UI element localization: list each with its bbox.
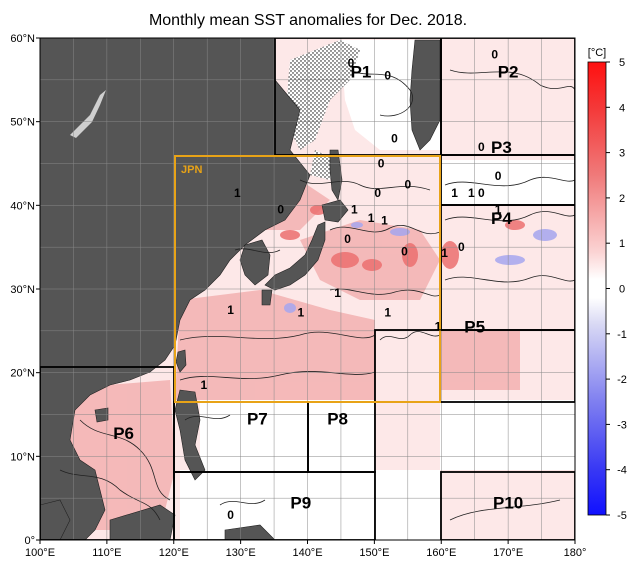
inland-lake	[70, 90, 106, 138]
region-labels: P1 P2 P3 P4 P5 P6 P7 P8 P9 P10	[113, 62, 523, 512]
contour-value-label: 1	[334, 286, 341, 300]
region-label-p6: P6	[113, 424, 134, 443]
region-label-p10: P10	[493, 493, 523, 512]
colorbar-tick-label: 2	[619, 193, 625, 205]
lon-tick-label: 100°E	[25, 547, 55, 559]
lon-tick-label: 120°E	[159, 547, 189, 559]
region-label-p8: P8	[327, 410, 348, 429]
contour-value-label: 0	[404, 177, 411, 191]
contour-value-label: 1	[435, 320, 442, 334]
region-label-p5: P5	[464, 318, 485, 337]
colorbar-tick-label: 4	[619, 102, 625, 114]
colorbar-tick-label: 1	[619, 238, 625, 250]
colorbar-tick-label: 0	[619, 284, 625, 296]
lat-tick-label: 50°N	[10, 117, 35, 129]
jpn-region-label: JPN	[181, 164, 202, 176]
contour-value-label: 1	[227, 303, 234, 317]
contour-value-label: 1	[201, 378, 208, 392]
colorbar-unit: [°C]	[588, 47, 606, 59]
lat-tick-label: 30°N	[10, 284, 35, 296]
lat-tick-label: 0°	[24, 535, 35, 547]
colorbar-tick-label: 3	[619, 148, 625, 160]
contour-value-label: 0	[391, 131, 398, 145]
colorbar-tick-label: -4	[617, 465, 627, 477]
contour-value-label: 1	[441, 246, 448, 260]
colorbar-tick-label: -2	[617, 374, 627, 386]
contour-value-label: 0	[495, 169, 502, 183]
region-label-p2: P2	[498, 62, 519, 81]
region-label-p9: P9	[290, 493, 311, 512]
contour-value-label: 1	[351, 203, 358, 217]
colorbar-tick-label: 5	[619, 57, 625, 69]
contour-value-label: 0	[344, 232, 351, 246]
longitude-axis: 100°E 110°E 120°E 130°E 140°E 150°E 160°E 170°E…	[25, 540, 586, 559]
region-label-p1: P1	[351, 62, 372, 81]
colorbar: [°C] 5 4 3 2 1 0 -1 -2 -3 -4 -5	[587, 47, 627, 522]
contour-value-label: 1	[297, 305, 304, 319]
lon-tick-label: 140°E	[292, 547, 322, 559]
region-box-p10	[440, 471, 575, 540]
map-title: Monthly mean SST anomalies for Dec. 2018…	[149, 12, 467, 29]
colorbar-tick-label: -1	[617, 329, 627, 341]
lon-tick-label: 170°E	[493, 547, 523, 559]
contour-lines	[59, 69, 575, 521]
contour-value-label: 0	[348, 56, 355, 70]
colorbar-ticks: 5 4 3 2 1 0 -1 -2 -3 -4 -5	[606, 57, 627, 522]
contour-value-label: 0	[378, 157, 385, 171]
contour-value-label: 1	[468, 186, 475, 200]
jpn-region-box	[174, 155, 441, 403]
lon-tick-label: 130°E	[226, 547, 256, 559]
region-label-p4: P4	[491, 209, 512, 228]
cool-spots	[284, 222, 557, 313]
contour-value-label: 1	[384, 305, 391, 319]
contour-value-label: 0	[458, 240, 465, 254]
contour-value-label: 0	[277, 203, 284, 217]
contour-value-label: 0	[384, 69, 391, 83]
lon-tick-label: 160°E	[426, 547, 456, 559]
contour-value-label: 1	[234, 186, 241, 200]
contour-value-label: 1	[495, 203, 502, 217]
lat-tick-label: 10°N	[10, 451, 35, 463]
region-label-p7: P7	[247, 410, 268, 429]
region-box-p5	[374, 329, 575, 403]
lat-tick-label: 20°N	[10, 368, 35, 380]
contour-value-label: 0	[478, 140, 485, 154]
contour-value-label: 0	[478, 186, 485, 200]
lon-tick-label: 150°E	[359, 547, 389, 559]
contour-value-label: 0	[227, 508, 234, 522]
lon-tick-label: 110°E	[92, 547, 121, 559]
lat-tick-label: 40°N	[10, 200, 35, 212]
lon-tick-label: 180°	[564, 547, 587, 559]
lat-tick-label: 60°N	[10, 33, 35, 45]
strong-warm-spots	[280, 205, 525, 271]
contour-value-label: 0	[374, 186, 381, 200]
colorbar-tick-label: -3	[617, 419, 627, 431]
region-label-p3: P3	[491, 138, 512, 157]
contour-value-label: 1	[381, 213, 388, 227]
latitude-axis: 0° 10°N 20°N 30°N 40°N 50°N 60°N	[10, 33, 40, 547]
colorbar-tick-label: -5	[617, 510, 627, 522]
contour-value-label: 0	[491, 48, 498, 62]
region-box-p9	[173, 471, 376, 540]
contour-value-label: 1	[368, 211, 375, 225]
colorbar-gradient	[587, 61, 607, 516]
contour-value-label: 0	[401, 244, 408, 258]
contour-value-label: 1	[451, 186, 458, 200]
